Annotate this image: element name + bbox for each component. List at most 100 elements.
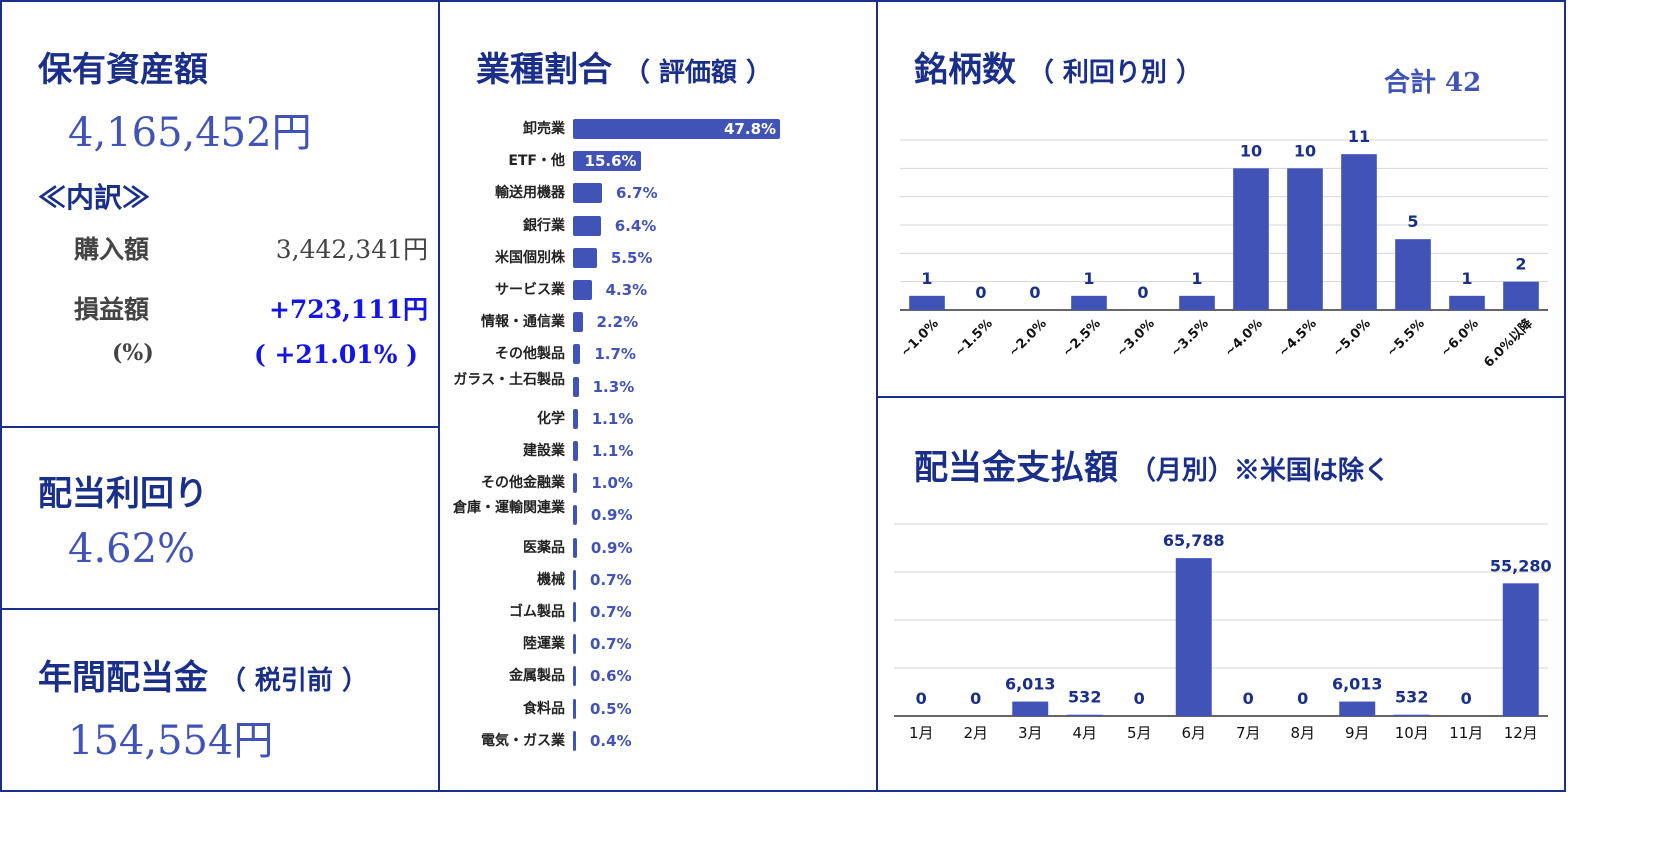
monthly-bar [1175,558,1212,716]
industry-value-label: 6.4% [614,216,657,235]
industry-bar [573,602,577,622]
monthly-value-label: 0 [1134,689,1145,708]
industry-value-label: 15.6% [584,152,637,171]
industry-category-label: 電気・ガス業 [481,732,565,749]
stocks-total: 合計 42 [1384,68,1482,98]
industry-bar [573,119,780,139]
monthly-category-label: 2月 [963,724,988,742]
industry-category-label: 化学 [537,410,565,427]
monthly-bar [1339,701,1376,716]
monthly-category-label: 1月 [909,724,934,742]
yield-title: 配当利回り [38,474,208,514]
monthly-category-label: 3月 [1018,724,1043,742]
pl-value: +723,111円 [268,295,428,324]
industry-bar [573,408,578,429]
industry-category-label: 陸運業 [523,636,565,653]
stocks-category-label: ~3.5% [1168,316,1212,360]
industry-bar [573,473,578,494]
industry-category-label: 機械 [537,571,565,588]
stocks-value-label: 1 [1461,269,1472,288]
industry-value-label: 1.1% [591,442,634,460]
annual-title: 年間配当金 （ 税引前 ） [38,650,368,699]
monthly-value-label: 0 [1461,689,1472,708]
monthly-title: 配当金支払額 （月別）※米国は除く [914,440,1390,489]
monthly-bar-chart: 0 1月 0 2月 6,013 3月 532 4月 0 5月 65,788 6月 0 7月 0 8月 6,013… [894,523,1552,742]
monthly-value-label: 6,013 [1332,675,1383,694]
monthly-title-main: 配当金支払額 [914,448,1118,488]
industry-bar [573,151,641,172]
monthly-category-label: 6月 [1181,724,1206,742]
stocks-category-label: ~3.0% [1114,316,1158,360]
industry-category-label: 銀行業 [523,217,565,234]
monthly-value-label: 532 [1395,688,1428,707]
monthly-category-label: 7月 [1236,724,1261,742]
industry-value-label: 0.7% [590,570,632,589]
monthly-category-label: 10月 [1395,724,1429,742]
industry-category-label: 米国個別株 [495,249,565,266]
industry-category-label: サービス業 [495,282,565,298]
industry-value-label: 0.5% [590,699,632,718]
monthly-value-label: 532 [1068,688,1101,707]
stocks-bar [909,295,945,310]
industry-value-label: 1.0% [591,474,633,493]
industry-category-label: その他金融業 [481,475,565,492]
industry-value-label: 5.5% [610,248,653,267]
industry-bar [573,505,577,526]
yield-value: 4.62% [68,526,196,572]
stocks-value-label: 1 [1083,269,1094,288]
monthly-bar [1012,701,1049,716]
stocks-bar [1071,295,1107,310]
stocks-category-label: ~2.0% [1006,316,1050,360]
industry-subtitle: （ 評価額 ） [623,58,772,88]
yield-panel: 配当利回り 4.62% [0,426,440,610]
industry-category-label: 金属製品 [509,668,565,685]
stocks-category-label: ~5.5% [1384,316,1428,360]
annual-panel: 年間配当金 （ 税引前 ） 154,554円 [0,608,440,792]
industry-bar [573,344,581,365]
monthly-category-label: 5月 [1127,724,1152,742]
industry-value-label: 0.6% [590,667,632,686]
stocks-category-label: ~2.5% [1060,316,1104,360]
monthly-category-label: 12月 [1504,724,1538,742]
stocks-bar [1179,295,1215,310]
industry-category-label: ゴム製品 [509,604,565,620]
industry-bar [573,247,597,268]
industry-value-label: 4.3% [605,281,648,299]
industry-value-label: 2.2% [596,313,639,332]
annual-title-main: 年間配当金 [38,658,208,698]
monthly-category-label: 9月 [1345,724,1370,742]
industry-category-label: 建設業 [523,443,565,459]
annual-value: 154,554円 [68,718,274,764]
monthly-category-label: 4月 [1072,724,1097,742]
industry-value-label: 1.3% [592,377,635,396]
stocks-category-label: 6.0%以降 [1481,315,1537,371]
pct-label: (%) [112,340,154,366]
industry-bar [573,537,577,558]
monthly-value-label: 0 [970,689,981,708]
monthly-bar [1393,714,1430,716]
stocks-title: 銘柄数 （ 利回り別 ） [914,42,1202,91]
industry-value-label: 1.1% [591,409,634,428]
stocks-bar [1287,168,1323,310]
industry-bar [573,376,579,397]
stocks-value-label: 0 [1029,283,1040,302]
monthly-subtitle: （月別）※米国は除く [1129,456,1390,486]
stocks-category-label: ~5.0% [1330,316,1374,360]
stocks-panel: 銘柄数 （ 利回り別 ） 合計 42 1 ~1.0% 0 ~1.5% 0 ~2.0% 1 ~2… [876,0,1566,398]
industry-value-label: 6.7% [616,184,658,203]
stocks-value-label: 10 [1294,141,1316,160]
industry-bar [573,634,577,655]
stocks-value-label: 1 [1191,269,1202,288]
industry-bar [573,280,592,300]
industry-bar [573,666,576,687]
monthly-category-label: 8月 [1290,724,1315,742]
stocks-value-label: 0 [975,283,986,302]
industry-category-label: ETF・他 [508,153,565,170]
stocks-value-label: 0 [1137,283,1148,302]
purchase-label: 購入額 [74,235,150,264]
industry-category-label: 医薬品 [523,539,565,556]
industry-bar [573,698,576,719]
purchase-value: 3,442,341円 [275,235,428,264]
industry-value-label: 0.4% [590,731,632,750]
industry-value-label: 0.7% [590,603,632,621]
